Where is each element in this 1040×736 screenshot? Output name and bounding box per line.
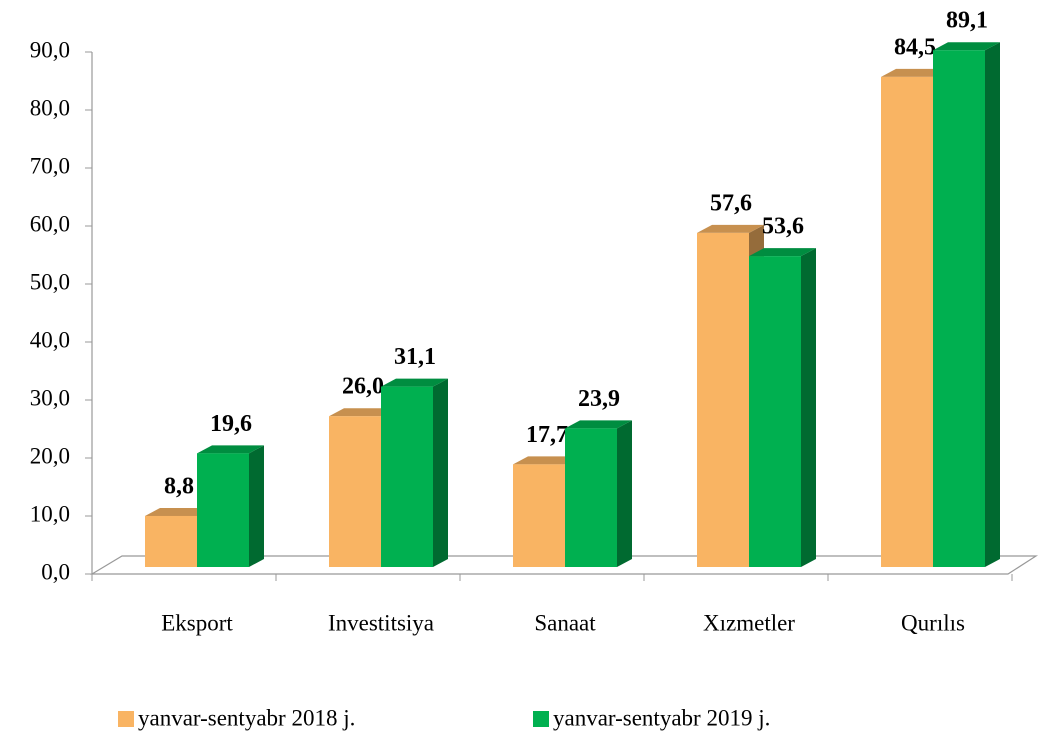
x-tick-label: Investitsiya (328, 610, 434, 635)
value-label: 23,9 (578, 386, 620, 412)
value-label: 19,6 (210, 411, 252, 437)
value-label: 17,7 (526, 422, 568, 448)
value-label: 8,8 (164, 473, 194, 499)
bar-top (881, 68, 948, 77)
y-tick-label: 30,0 (30, 385, 70, 410)
bar-side (249, 445, 264, 567)
y-tick-label: 10,0 (30, 501, 70, 526)
bar-top (933, 42, 1000, 51)
x-tick-label: Eksport (161, 610, 233, 635)
bar-top (381, 378, 448, 387)
bar-top (697, 224, 764, 233)
bar (749, 256, 801, 567)
bar-side (433, 378, 448, 567)
value-label: 26,0 (342, 374, 384, 400)
bar (513, 464, 565, 567)
bar-top (749, 248, 816, 257)
bar-top (329, 408, 396, 417)
bar-side (985, 42, 1000, 568)
bar-top (145, 507, 212, 516)
bar-top (513, 456, 580, 465)
bar (881, 76, 933, 568)
y-tick-label: 40,0 (30, 327, 70, 352)
bar-side (801, 248, 816, 567)
value-label: 89,1 (946, 8, 988, 34)
y-tick-label: 20,0 (30, 443, 70, 468)
legend-swatch (533, 711, 549, 727)
y-tick-label: 90,0 (30, 37, 70, 62)
y-tick-label: 60,0 (30, 211, 70, 236)
bar-top (197, 445, 264, 454)
legend-label: yanvar-sentyabr 2018 j. (138, 705, 355, 730)
bar (197, 453, 249, 567)
y-tick-label: 50,0 (30, 269, 70, 294)
y-tick-label: 0,0 (41, 559, 70, 584)
value-label: 31,1 (394, 344, 436, 370)
value-label: 53,6 (762, 214, 804, 240)
bar-top (565, 420, 632, 429)
bar (933, 50, 985, 568)
value-label: 84,5 (894, 34, 936, 60)
bar (145, 515, 197, 567)
bar (565, 428, 617, 567)
bar-side (617, 420, 632, 567)
y-tick-label: 80,0 (30, 95, 70, 120)
x-tick-label: Sanaat (534, 610, 596, 635)
legend-swatch (118, 711, 134, 727)
bar (697, 232, 749, 568)
x-tick-label: Qurılıs (901, 610, 965, 635)
value-label: 57,6 (710, 190, 752, 216)
y-tick-label: 70,0 (30, 153, 70, 178)
bar (381, 386, 433, 567)
x-tick-label: Xızmetler (703, 610, 795, 635)
legend-label: yanvar-sentyabr 2019 j. (553, 705, 770, 730)
bar (329, 416, 381, 567)
